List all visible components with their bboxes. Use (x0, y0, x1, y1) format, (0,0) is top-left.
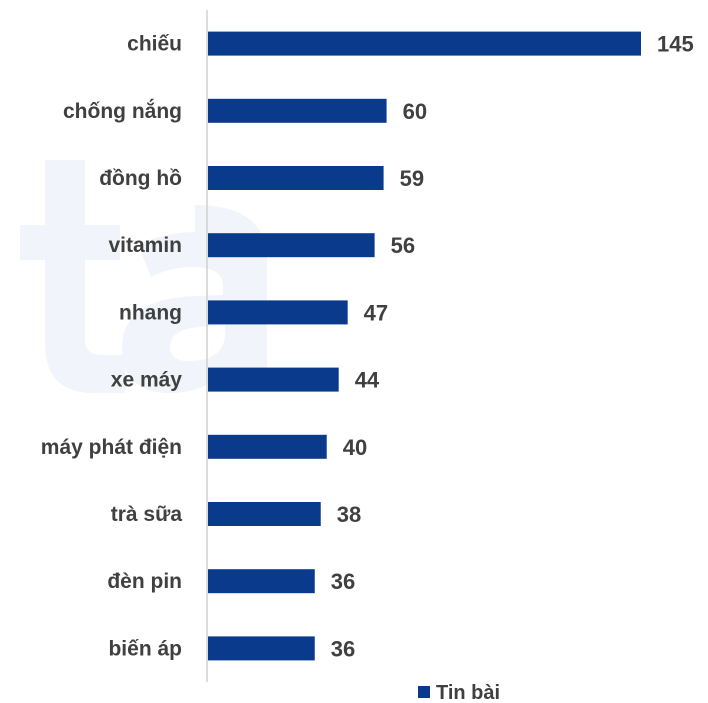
category-label: vitamin (108, 234, 182, 257)
bar (208, 98, 387, 123)
legend-label: Tin bài (436, 682, 500, 703)
category-label: chống nắng (63, 99, 182, 123)
category-label: đồng hồ (99, 167, 182, 190)
data-label: 56 (391, 233, 415, 258)
category-label: xe máy (111, 369, 183, 392)
plot-area: chiếu 145 chống nắng 60 đồng hồ 59 vitamin 56 nh… (41, 32, 694, 662)
data-label: 40 (343, 435, 367, 460)
legend: Tin bài (418, 682, 500, 703)
bar (208, 502, 321, 526)
bar (208, 569, 315, 594)
data-label: 44 (355, 368, 380, 393)
data-label: 47 (364, 300, 388, 325)
legend-swatch (418, 686, 430, 698)
bar (208, 434, 327, 459)
bar (208, 367, 339, 392)
category-label: đèn pin (107, 570, 182, 593)
category-label: nhang (119, 301, 182, 324)
category-label: chiếu (127, 33, 182, 56)
category-label: trà sữa (111, 503, 183, 526)
bar (208, 31, 641, 56)
bar (208, 636, 315, 661)
watermark (20, 160, 267, 393)
data-label: 59 (400, 166, 424, 191)
data-label: 145 (657, 32, 694, 57)
data-label: 38 (337, 502, 361, 527)
bar (208, 166, 384, 190)
bar (208, 300, 348, 325)
data-label: 36 (331, 636, 355, 661)
bar (208, 233, 375, 258)
data-label: 36 (331, 569, 355, 594)
data-label: 60 (403, 99, 427, 124)
category-label: biến áp (108, 637, 182, 660)
category-label: máy phát điện (41, 436, 182, 459)
